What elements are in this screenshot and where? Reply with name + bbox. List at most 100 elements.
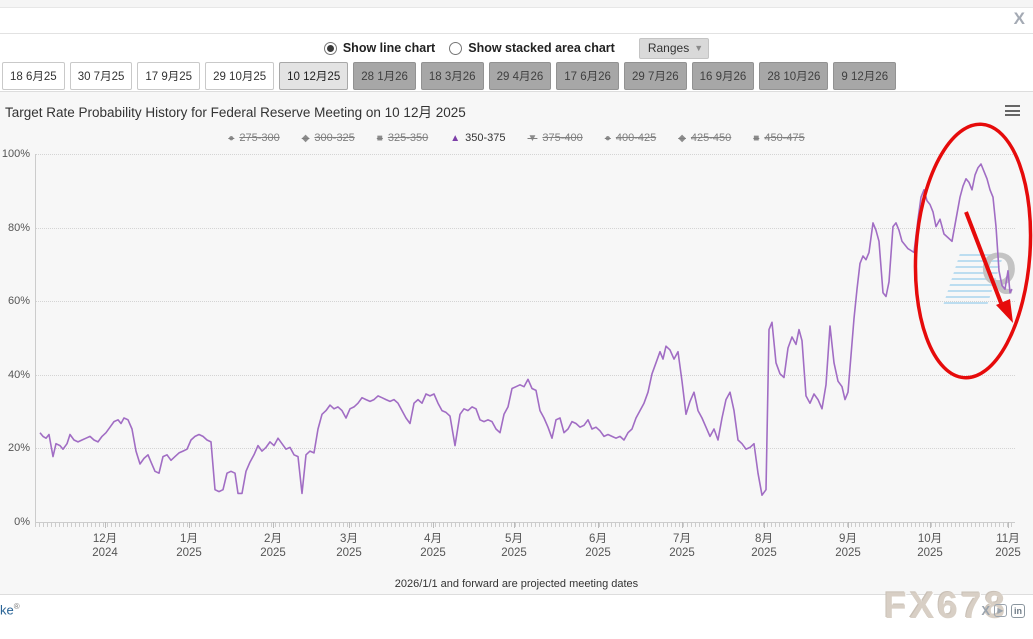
legend-item-375-400[interactable]: ▼ 375-400 (528, 132, 583, 144)
legend-item-label: 350-375 (465, 132, 506, 144)
legend-item-400-425[interactable]: ● 400-425 (605, 132, 656, 144)
triangle-down-marker-icon: ▼ (527, 132, 538, 144)
play-social-icon: ▶ (994, 604, 1007, 617)
legend-item-label: 325-350 (387, 132, 429, 144)
legend-item-325-350[interactable]: ■ 325-350 (377, 132, 428, 144)
square-marker-icon: ■ (376, 132, 383, 144)
meeting-tab[interactable]: 28 1月26 (353, 62, 416, 90)
circle-marker-icon: ● (604, 132, 611, 144)
x-axis-tick-label: 4月 2025 (420, 533, 446, 560)
x-axis-tick-label: 7月 2025 (669, 533, 695, 560)
stacked-area-radio-label: Show stacked area chart (468, 41, 615, 55)
x-axis-month-tick (433, 522, 434, 528)
social-icons: X ▶ in (981, 603, 1025, 618)
y-axis-line (35, 154, 36, 522)
meeting-tab[interactable]: 29 10月25 (205, 62, 275, 90)
x-axis-month-tick (848, 522, 849, 528)
meeting-tab[interactable]: 16 9月26 (691, 62, 755, 90)
x-axis-tick-label: 9月 2025 (835, 533, 861, 560)
gridline (35, 227, 1015, 229)
legend-item-275-300[interactable]: ● 275-300 (228, 132, 279, 144)
x-axis-tick-label: 1月 2025 (176, 533, 202, 560)
diamond-marker-icon: ◆ (301, 132, 310, 144)
y-axis-tick-label: 20% (7, 442, 30, 455)
circle-marker-icon: ● (228, 132, 235, 144)
x-axis-minor-ticks (35, 523, 1015, 527)
legend-item-300-325[interactable]: ◆ 300-325 (302, 132, 355, 144)
legend-item-425-450[interactable]: ◆ 425-450 (678, 132, 731, 144)
line-chart-radio-group[interactable]: Show line chart (323, 41, 436, 55)
x-axis-tick-label: 3月 2025 (336, 533, 362, 560)
x-axis-tick-label: 10月 2025 (917, 533, 943, 560)
meeting-tab[interactable]: 10 12月25 (279, 62, 349, 90)
x-axis-month-tick (189, 522, 190, 528)
meeting-date-tabs: 18 6月25 30 7月25 17 9月25 29 10月25 10 12月25 28 … (2, 62, 897, 90)
y-axis-tick-label: 0% (14, 516, 30, 528)
bottom-bar: ke® FX678 X ▶ in (0, 585, 1033, 639)
meeting-tab[interactable]: 28 10月26 (759, 62, 829, 90)
line-chart-radio[interactable] (323, 41, 337, 55)
meeting-tab[interactable]: 17 6月26 (556, 62, 619, 90)
x-axis-tick-label: 12月 2024 (92, 533, 118, 560)
y-axis-tick-label: 80% (7, 221, 30, 234)
hamburger-menu-icon[interactable] (1005, 105, 1020, 116)
legend-item-350-375[interactable]: ▲ 350-375 (450, 132, 505, 144)
projected-dates-note: 2026/1/1 and forward are projected meeti… (394, 578, 639, 590)
ranges-dropdown-label: Ranges (647, 40, 690, 55)
line-chart-radio-label: Show line chart (342, 41, 436, 55)
legend-item-label: 275-300 (239, 132, 280, 144)
legend-item-label: 425-450 (690, 132, 732, 144)
y-axis-tick-label: 60% (7, 295, 30, 308)
top-strip (0, 0, 1033, 8)
meeting-tab[interactable]: 18 3月26 (420, 62, 484, 90)
diamond-marker-icon: ◆ (678, 132, 686, 144)
x-axis-tick-label: 11月 2025 (995, 533, 1021, 560)
close-icon[interactable]: X (1013, 9, 1025, 28)
chart-panel: Target Rate Probability History for Fede… (0, 91, 1033, 595)
header-divider (0, 33, 1033, 34)
x-axis-tick-label: 6月 2025 (585, 533, 611, 560)
x-social-icon: X (981, 603, 990, 618)
chart-legend: ● 275-300 ◆ 300-325 ■ 325-350 ▲ 350-375 ▼ 375-400… (0, 132, 1033, 144)
x-axis-month-tick (764, 522, 765, 528)
chart-type-controls: Show line chart Show stacked area chart … (0, 37, 1033, 59)
chevron-down-icon: ▼ (694, 42, 704, 53)
linkedin-social-icon: in (1011, 603, 1025, 618)
gridline (35, 154, 1015, 155)
meeting-tab[interactable]: 29 7月26 (623, 62, 687, 90)
y-axis-tick-label: 40% (7, 368, 30, 381)
meeting-tab[interactable]: 9 12月26 (833, 62, 897, 90)
legend-item-450-475[interactable]: ■ 450-475 (753, 132, 804, 144)
x-axis-month-tick (598, 522, 599, 528)
ke-logo: ke® (0, 602, 20, 618)
ranges-dropdown[interactable]: Ranges ▼ (638, 37, 710, 59)
x-axis-tick-label: 5月 2025 (501, 533, 527, 560)
x-axis-month-tick (105, 522, 106, 528)
gridline (35, 301, 1015, 303)
legend-item-label: 300-325 (314, 132, 355, 144)
x-axis-month-tick (682, 522, 683, 528)
stacked-area-radio-group[interactable]: Show stacked area chart (449, 41, 615, 55)
stacked-area-radio[interactable] (449, 41, 463, 55)
meeting-tab[interactable]: 17 9月25 (137, 62, 201, 90)
x-axis-month-tick (1008, 522, 1009, 528)
x-axis-tick-label: 2月 2025 (260, 533, 286, 560)
meeting-tab[interactable]: 29 4月26 (488, 62, 552, 90)
meeting-tab[interactable]: 18 6月25 (2, 62, 65, 90)
gridline (35, 374, 1015, 376)
x-axis-month-tick (930, 522, 931, 528)
triangle-up-marker-icon: ▲ (450, 132, 461, 144)
legend-item-label: 375-400 (542, 132, 583, 144)
y-axis-tick-label: 100% (1, 148, 30, 160)
x-axis-line (35, 522, 1015, 523)
x-axis-tick-label: 8月 2025 (751, 533, 777, 560)
x-axis-month-tick (514, 522, 515, 528)
meeting-tab[interactable]: 30 7月25 (69, 62, 133, 90)
chart-title: Target Rate Probability History for Fede… (5, 105, 466, 120)
fx678-watermark: FX678 (883, 585, 1008, 626)
x-axis-month-tick (349, 522, 350, 528)
legend-item-label: 400-425 (615, 132, 657, 144)
legend-item-label: 450-475 (764, 132, 805, 144)
quikstrike-q-watermark: Q (981, 243, 1017, 295)
